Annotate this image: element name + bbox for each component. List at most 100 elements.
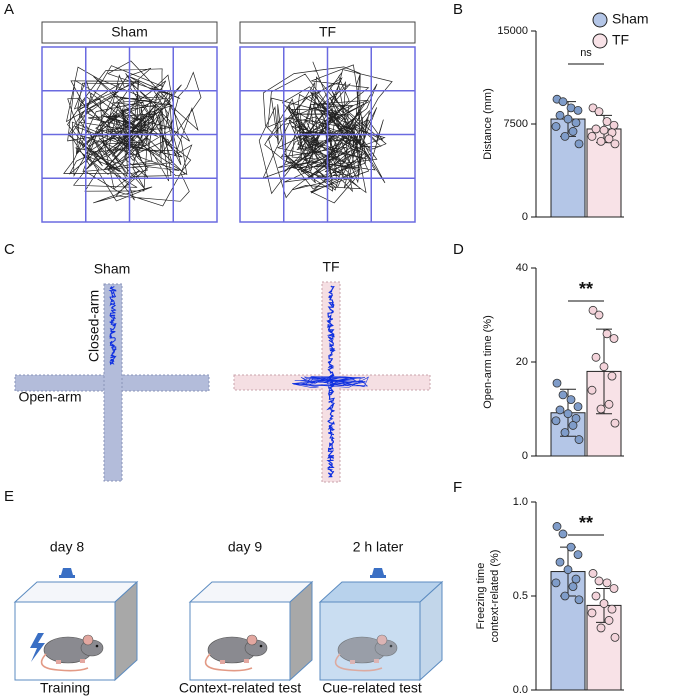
- data-point: [571, 118, 581, 128]
- track: [258, 61, 393, 204]
- data-point: [573, 550, 583, 560]
- data-point: [602, 578, 612, 588]
- legend-label: TF: [612, 32, 629, 48]
- data-point: [571, 574, 581, 584]
- data-point: [604, 134, 614, 144]
- data-point: [566, 395, 576, 405]
- legend-swatch: [592, 33, 608, 49]
- panel-letter: B: [453, 1, 463, 18]
- data-point: [563, 114, 573, 124]
- y-axis-label: Distance (mm): [482, 88, 494, 160]
- data-point: [563, 565, 573, 575]
- data-point: [604, 399, 614, 409]
- closed-arm-label: Closed-arm: [86, 290, 102, 362]
- maze-tracks: [108, 285, 370, 478]
- panel-letter: E: [4, 488, 14, 505]
- data-point: [602, 117, 612, 126]
- data-point: [574, 595, 584, 605]
- legend-swatch: [592, 12, 608, 28]
- group-label: Sham: [111, 24, 148, 40]
- test-label: Training: [40, 680, 90, 696]
- data-point: [599, 362, 609, 372]
- data-point: [591, 124, 601, 134]
- y-tick-label: 7500: [504, 118, 528, 130]
- data-point: [558, 390, 568, 400]
- data-point: [587, 385, 597, 395]
- data-point: [594, 107, 604, 116]
- data-point: [599, 125, 609, 135]
- significance-label: **: [579, 279, 593, 299]
- panel-letter: F: [453, 479, 462, 496]
- y-tick-label: 0.0: [513, 684, 528, 696]
- data-point: [558, 529, 568, 539]
- data-point: [587, 608, 597, 618]
- data-point: [568, 421, 578, 430]
- y-axis-label: context-related (%): [489, 550, 501, 643]
- data-point: [551, 416, 561, 426]
- data-point: [596, 623, 606, 633]
- y-tick-label: 1.0: [513, 496, 528, 508]
- data-point: [588, 305, 598, 315]
- y-tick-label: 15000: [497, 25, 528, 37]
- open-arm-label: Open-arm: [18, 389, 81, 405]
- data-point: [594, 576, 604, 586]
- maze-track: [108, 286, 117, 366]
- data-point: [551, 122, 561, 131]
- track: [63, 60, 202, 207]
- data-point: [610, 418, 620, 428]
- chamber: [318, 580, 444, 682]
- data-point: [555, 405, 565, 415]
- data-point: [610, 139, 620, 149]
- y-tick-label: 40: [516, 262, 528, 274]
- legend-label: Sham: [612, 11, 649, 27]
- group-label: TF: [322, 259, 339, 275]
- data-point: [591, 352, 601, 362]
- maze-track: [292, 375, 370, 389]
- time-label: day 8: [50, 539, 84, 555]
- data-point: [568, 127, 578, 136]
- data-point: [573, 105, 583, 115]
- time-label: 2 h later: [353, 539, 404, 555]
- y-tick-label: 0: [522, 450, 528, 462]
- data-point: [599, 599, 609, 608]
- significance-label: **: [579, 513, 593, 533]
- data-point: [588, 569, 598, 578]
- arena-header: [41, 21, 218, 44]
- y-tick-label: 0: [522, 211, 528, 223]
- group-label: Sham: [94, 261, 131, 277]
- data-point: [607, 371, 617, 381]
- data-point: [566, 542, 576, 552]
- data-point: [555, 110, 565, 120]
- data-point: [560, 131, 570, 141]
- data-point: [604, 616, 614, 625]
- data-point: [552, 378, 562, 388]
- data-point: [574, 435, 584, 444]
- panel-letter: A: [4, 1, 14, 18]
- data-point: [560, 428, 570, 437]
- panel-letter: C: [4, 241, 15, 258]
- data-point: [596, 136, 606, 146]
- data-point: [551, 578, 561, 588]
- test-label: Cue-related test: [322, 680, 422, 696]
- data-point: [594, 310, 604, 320]
- closed-arm: [103, 283, 123, 482]
- y-tick-label: 20: [516, 356, 528, 368]
- y-axis-label: Freezing time: [475, 563, 487, 630]
- data-point: [609, 120, 619, 130]
- error-bar: [596, 328, 612, 415]
- data-point: [607, 604, 617, 614]
- data-point: [609, 334, 619, 343]
- chamber: [188, 580, 314, 682]
- time-label: day 9: [228, 539, 262, 555]
- data-point: [591, 591, 601, 601]
- y-tick-label: 0.5: [513, 590, 528, 602]
- data-point: [609, 584, 619, 593]
- test-label: Context-related test: [179, 680, 301, 696]
- data-point: [574, 139, 584, 149]
- maze-track: [326, 285, 336, 478]
- data-point: [563, 409, 573, 419]
- data-point: [552, 522, 562, 531]
- data-point: [602, 329, 612, 339]
- open-field-arenas: [41, 46, 416, 223]
